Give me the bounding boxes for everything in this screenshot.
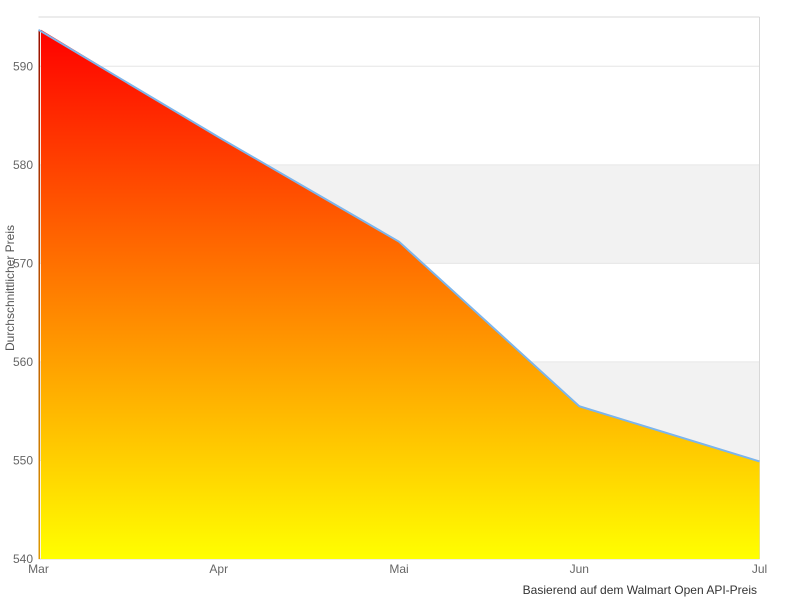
y-axis-title: Durchschnittlicher Preis [3,224,17,352]
x-tick-label: Apr [209,562,228,576]
y-tick-label: 580 [13,158,33,172]
x-tick-label: Jul [752,562,767,576]
series-line [37,28,760,463]
y-tick-label: 540 [13,552,33,566]
x-tick-label: Mai [389,562,408,576]
y-tick-label: 570 [13,256,33,270]
x-tick-label: Jun [570,562,589,576]
area-series [41,29,760,559]
chart-caption: Basierend auf dem Walmart Open API-Preis [522,583,757,597]
x-tick-label: Mar [28,562,49,576]
y-tick-label: 590 [13,59,33,73]
y-tick-label: 560 [13,355,33,369]
y-tick-label: 550 [13,453,33,467]
